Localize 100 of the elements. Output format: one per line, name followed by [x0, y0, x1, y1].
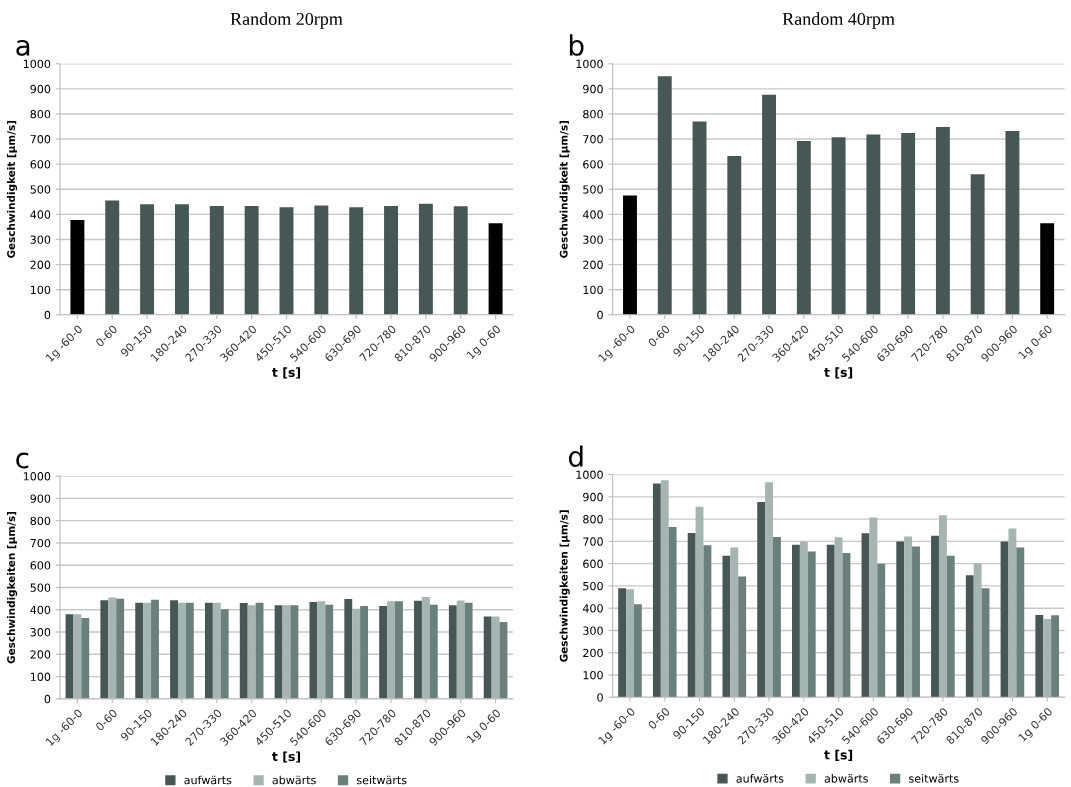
y-tick-label: 300	[30, 235, 51, 244]
bar	[660, 480, 669, 698]
bar	[209, 206, 224, 315]
bar	[317, 601, 326, 699]
y-tick-label: 500	[583, 581, 603, 591]
bar	[116, 598, 125, 699]
bar	[143, 602, 152, 699]
bar	[360, 605, 369, 699]
y-tick-label: 100	[30, 672, 51, 681]
bar	[970, 174, 985, 315]
bar	[135, 602, 144, 699]
y-tick-label: 200	[30, 260, 51, 269]
y-tick-label: 0	[44, 310, 51, 320]
bar	[757, 501, 766, 698]
bar	[1016, 547, 1025, 698]
y-axis-title: Geschwindigkeiten [µm/s]	[6, 511, 18, 664]
y-tick-label: 700	[30, 135, 51, 144]
x-axis-title: t [s]	[272, 751, 301, 763]
bar	[448, 605, 457, 699]
bar	[73, 614, 82, 699]
bar	[309, 601, 318, 699]
bar	[491, 616, 500, 699]
bar	[414, 600, 422, 699]
y-tick-label: 500	[583, 185, 603, 194]
text: c	[16, 452, 29, 469]
bar	[938, 515, 947, 698]
bar	[1035, 614, 1044, 698]
bar	[174, 204, 189, 315]
legend-label: seitwärts	[356, 775, 407, 785]
bar	[877, 563, 886, 698]
bar	[456, 600, 465, 699]
y-tick-label: 0	[44, 694, 51, 704]
bar	[692, 121, 707, 315]
bar	[626, 589, 634, 698]
y-tick-label: 300	[583, 626, 603, 635]
bar	[421, 597, 430, 699]
y-tick-label: 1000	[576, 470, 603, 479]
bar	[274, 605, 283, 699]
y-tick-label: 800	[30, 516, 51, 526]
bar	[826, 544, 835, 698]
bar	[244, 206, 259, 315]
bar	[866, 134, 881, 315]
bar	[618, 588, 627, 698]
bar	[973, 563, 982, 698]
bar	[1043, 618, 1052, 698]
legend-label: abwärts	[272, 775, 316, 785]
y-tick-label: 100	[583, 670, 603, 680]
y-tick-label: 300	[30, 628, 51, 637]
bar	[762, 94, 777, 315]
y-tick-label: 900	[583, 492, 603, 502]
y-tick-label: 0	[597, 310, 603, 320]
y-tick-label: 900	[583, 84, 603, 94]
y-tick-label: 400	[582, 210, 603, 219]
y-tick-label: 700	[30, 538, 51, 548]
y-tick-label: 900	[30, 494, 51, 503]
y-tick-label: 800	[583, 515, 603, 524]
text: a	[16, 39, 30, 56]
chart-title: Random 20rpm	[230, 12, 343, 29]
bar	[394, 601, 403, 699]
x-axis-title: t [s]	[272, 367, 301, 379]
bar	[657, 76, 672, 315]
y-tick-label: 100	[583, 285, 603, 295]
bar	[1008, 528, 1017, 698]
bar	[488, 223, 503, 315]
bar	[325, 604, 334, 699]
text: b	[569, 34, 584, 56]
y-tick-label: 300	[583, 235, 603, 244]
bar	[314, 205, 329, 315]
bar	[901, 133, 916, 315]
legend-label: abwärts	[824, 774, 868, 783]
bar	[140, 204, 155, 315]
bar	[220, 609, 229, 699]
bar	[453, 206, 468, 315]
bar	[1051, 615, 1060, 698]
bar	[946, 555, 955, 698]
y-tick-label: 200	[583, 260, 603, 269]
y-tick-label: 700	[583, 537, 603, 546]
y-tick-label: 600	[30, 160, 51, 169]
bar	[896, 541, 905, 698]
bar	[239, 603, 248, 699]
y-tick-label: 100	[30, 285, 51, 295]
bar	[703, 545, 712, 698]
bar	[483, 616, 492, 699]
legend-label: aufwärts	[184, 775, 232, 785]
y-tick-label: 1000	[23, 472, 51, 481]
y-tick-label: 600	[583, 559, 603, 569]
legend-label: seitwärts	[909, 774, 959, 783]
y-axis-title: Geschwindigkeiten [µm/s]	[559, 510, 570, 662]
bar	[773, 536, 781, 698]
bar	[792, 544, 800, 698]
bar	[935, 127, 950, 315]
y-axis-title: Geschwindigkeit [µm/s]	[559, 120, 570, 258]
y-tick-label: 500	[30, 185, 51, 194]
bar	[668, 526, 677, 698]
bar	[70, 219, 85, 315]
y-axis-title: Geschwindigkeit [µm/s]	[6, 120, 18, 258]
bar	[633, 604, 642, 698]
bar	[623, 195, 637, 315]
text: d	[568, 445, 583, 467]
bar	[831, 137, 846, 315]
